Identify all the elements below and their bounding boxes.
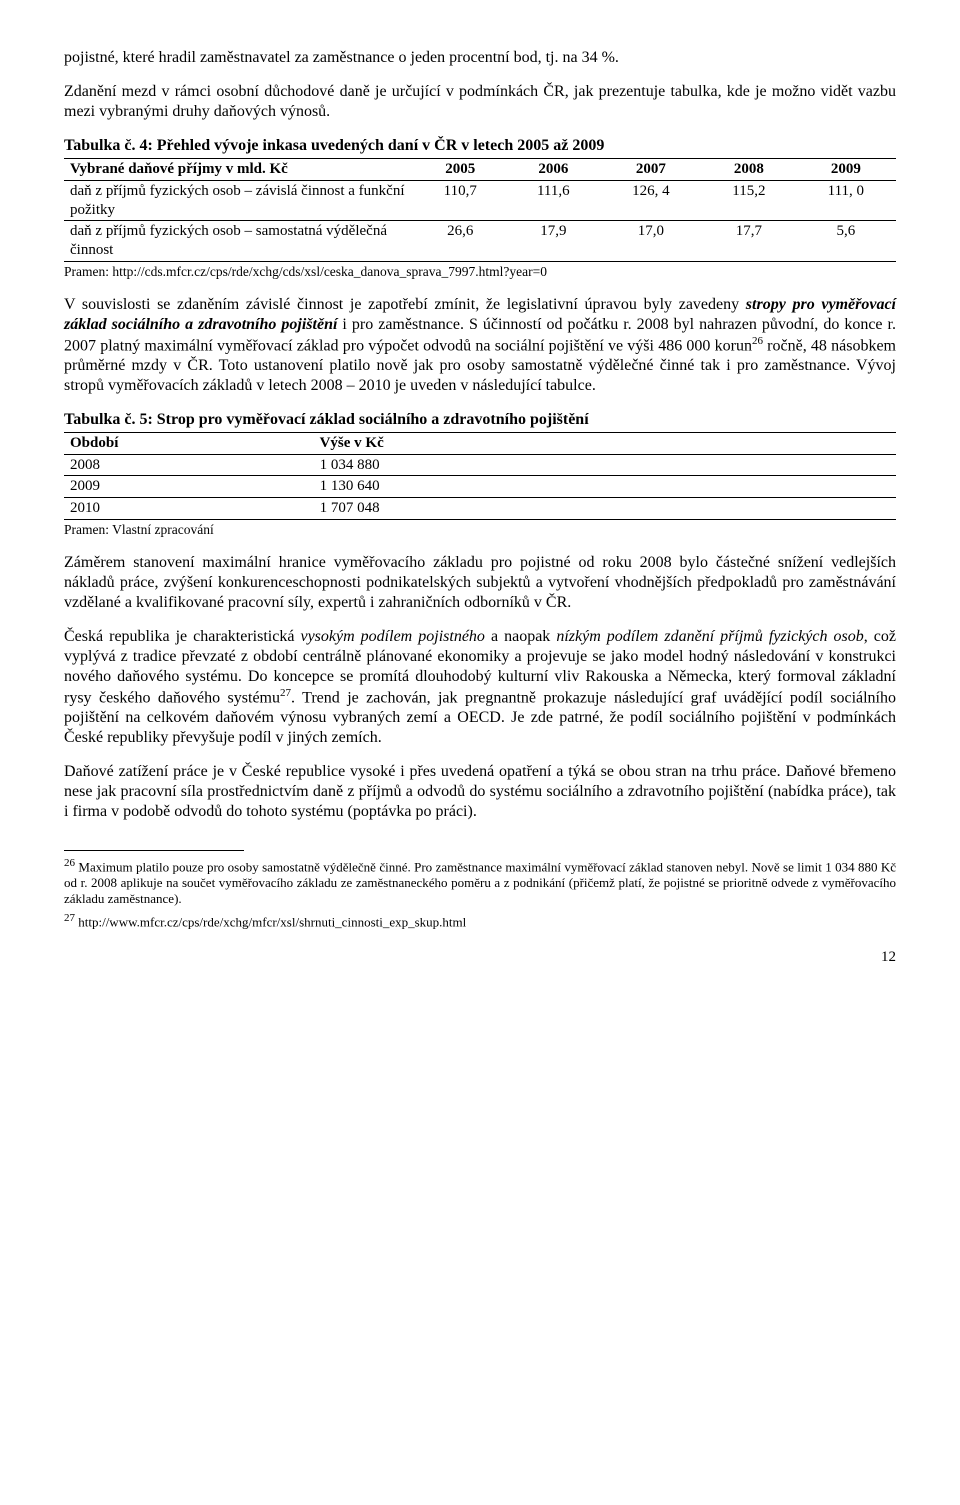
- t5-r2-c0: 2010: [64, 498, 314, 520]
- t4-r1-v2: 17,0: [600, 221, 703, 262]
- t4-r0-v4: 111, 0: [796, 180, 896, 221]
- t4-h2: 2006: [507, 159, 599, 181]
- t5-r0-c1: 1 034 880: [314, 454, 896, 476]
- p5-pre: Česká republika je charakteristická: [64, 628, 300, 645]
- paragraph-6: Daňové zatížení práce je v České republi…: [64, 762, 896, 822]
- page-number: 12: [64, 948, 896, 967]
- table5-caption: Tabulka č. 5: Strop pro vyměřovací zákla…: [64, 410, 896, 430]
- footnote-27-text: http://www.mfcr.cz/cps/rde/xchg/mfcr/xsl…: [78, 915, 466, 930]
- footnote-ref-26: 26: [752, 335, 763, 347]
- p5-em2: nízkým podílem zdanění příjmů fyzických …: [556, 628, 863, 645]
- t5-h1: Výše v Kč: [314, 432, 896, 454]
- footnote-separator: [64, 850, 244, 851]
- table-row: 2010 1 707 048: [64, 498, 896, 520]
- paragraph-4: Záměrem stanovení maximální hranice vymě…: [64, 553, 896, 613]
- t4-r1-label: daň z příjmů fyzických osob – samostatná…: [64, 221, 413, 262]
- t4-r0-label: daň z příjmů fyzických osob – závislá či…: [64, 180, 413, 221]
- t4-r0-v3: 115,2: [702, 180, 796, 221]
- table-4: Vybrané daňové příjmy v mld. Kč 2005 200…: [64, 158, 896, 262]
- paragraph-1: pojistné, které hradil zaměstnavatel za …: [64, 48, 896, 68]
- t4-r1-v3: 17,7: [702, 221, 796, 262]
- t5-r1-c1: 1 130 640: [314, 476, 896, 498]
- footnote-ref-27: 27: [280, 687, 291, 699]
- p5-em1: vysokým podílem pojistného: [300, 628, 484, 645]
- p5-mid1: a naopak: [485, 628, 556, 645]
- table-row: 2009 1 130 640: [64, 476, 896, 498]
- table-row: daň z příjmů fyzických osob – samostatná…: [64, 221, 896, 262]
- table4-source: Pramen: http://cds.mfcr.cz/cps/rde/xchg/…: [64, 264, 896, 281]
- footnote-26-text: Maximum platilo pouze pro osoby samostat…: [64, 859, 896, 905]
- footnote-26: 26 Maximum platilo pouze pro osoby samos…: [64, 857, 896, 906]
- t4-h4: 2008: [702, 159, 796, 181]
- t4-r1-v0: 26,6: [413, 221, 507, 262]
- p3-pre: V souvislosti se zdaněním závislé činnos…: [64, 296, 746, 313]
- t4-r0-v2: 126, 4: [600, 180, 703, 221]
- footnote-27: 27 http://www.mfcr.cz/cps/rde/xchg/mfcr/…: [64, 912, 896, 930]
- table-row: 2008 1 034 880: [64, 454, 896, 476]
- t5-r1-c0: 2009: [64, 476, 314, 498]
- t4-r1-v4: 5,6: [796, 221, 896, 262]
- t4-r0-v0: 110,7: [413, 180, 507, 221]
- table4-caption: Tabulka č. 4: Přehled vývoje inkasa uved…: [64, 136, 896, 156]
- footnote-num-26: 26: [64, 857, 75, 869]
- paragraph-3: V souvislosti se zdaněním závislé činnos…: [64, 295, 896, 396]
- paragraph-2: Zdanění mezd v rámci osobní důchodové da…: [64, 82, 896, 122]
- table-row: daň z příjmů fyzických osob – závislá či…: [64, 180, 896, 221]
- t4-h3: 2007: [600, 159, 703, 181]
- t4-h1: 2005: [413, 159, 507, 181]
- t4-r1-v1: 17,9: [507, 221, 599, 262]
- t5-h0: Období: [64, 432, 314, 454]
- table-5: Období Výše v Kč 2008 1 034 880 2009 1 1…: [64, 432, 896, 520]
- t4-r0-v1: 111,6: [507, 180, 599, 221]
- t4-h5: 2009: [796, 159, 896, 181]
- t4-h0: Vybrané daňové příjmy v mld. Kč: [64, 159, 413, 181]
- paragraph-5: Česká republika je charakteristická vyso…: [64, 627, 896, 748]
- t5-r0-c0: 2008: [64, 454, 314, 476]
- t5-r2-c1: 1 707 048: [314, 498, 896, 520]
- footnote-num-27: 27: [64, 912, 75, 924]
- table5-source: Pramen: Vlastní zpracování: [64, 522, 896, 539]
